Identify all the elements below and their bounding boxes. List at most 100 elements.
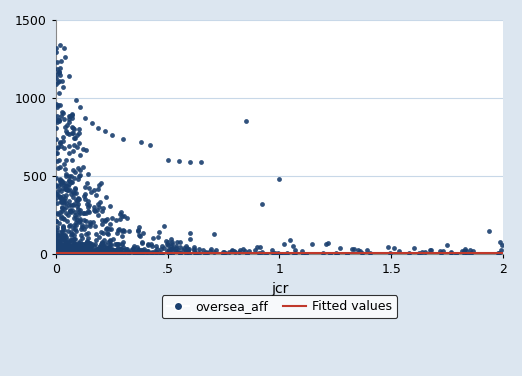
Point <box>75 245 83 251</box>
Point <box>182 250 190 256</box>
Point <box>56 72 65 78</box>
Point <box>271 250 279 256</box>
Point <box>460 250 468 256</box>
Point <box>66 221 74 227</box>
Point <box>57 112 65 118</box>
Point <box>74 251 82 257</box>
Point <box>75 249 83 255</box>
Point <box>120 250 128 256</box>
Point <box>332 250 340 256</box>
Point <box>56 250 65 256</box>
Point <box>291 247 299 253</box>
Point <box>66 250 74 256</box>
Point <box>96 247 104 253</box>
Point <box>59 111 67 117</box>
Point <box>104 244 112 250</box>
Point <box>78 248 87 254</box>
Point <box>85 244 93 250</box>
Point <box>176 239 185 245</box>
Point <box>60 227 68 233</box>
Point <box>75 209 84 215</box>
Point <box>80 249 88 255</box>
Point <box>99 242 107 248</box>
Point <box>356 248 364 254</box>
Point <box>105 226 113 232</box>
Point <box>85 204 93 210</box>
Point <box>56 58 65 64</box>
Point <box>56 249 65 255</box>
Point <box>54 251 62 257</box>
Point <box>55 209 64 215</box>
Point <box>73 250 81 256</box>
Point <box>77 249 85 255</box>
Point <box>93 250 101 256</box>
Point <box>439 248 447 254</box>
Point <box>172 248 180 254</box>
Point <box>55 247 63 253</box>
Point <box>138 230 147 236</box>
Point <box>136 247 145 253</box>
Point <box>343 251 352 257</box>
Point <box>62 237 70 243</box>
Point <box>114 248 122 254</box>
Point <box>72 247 80 253</box>
Point <box>64 247 72 253</box>
Point <box>163 158 172 164</box>
Point <box>81 251 90 257</box>
Point <box>63 251 72 257</box>
Point <box>64 251 72 257</box>
Point <box>67 202 76 208</box>
Point <box>61 166 69 172</box>
Point <box>203 250 211 256</box>
Point <box>118 228 126 234</box>
Point <box>135 247 143 253</box>
Point <box>57 244 65 250</box>
Point <box>148 250 156 256</box>
Point <box>68 194 77 200</box>
Point <box>103 245 112 251</box>
Point <box>63 246 72 252</box>
Point <box>56 250 65 256</box>
Point <box>117 250 125 256</box>
Point <box>98 246 106 252</box>
Point <box>80 249 89 255</box>
Point <box>74 246 82 252</box>
Point <box>53 248 62 254</box>
Point <box>60 200 68 206</box>
Point <box>54 246 62 252</box>
Point <box>60 248 68 254</box>
Point <box>64 250 73 256</box>
Point <box>66 250 74 256</box>
Point <box>80 183 89 190</box>
Point <box>60 145 68 151</box>
Point <box>133 250 141 256</box>
Point <box>52 244 61 250</box>
Point <box>96 199 104 205</box>
Point <box>133 249 141 255</box>
Point <box>68 246 76 252</box>
Point <box>52 191 61 197</box>
Point <box>228 247 236 253</box>
Point <box>113 241 121 247</box>
Point <box>53 71 61 77</box>
Point <box>69 249 78 255</box>
Point <box>138 240 147 246</box>
Point <box>494 250 502 256</box>
Point <box>53 244 61 250</box>
Point <box>85 240 93 246</box>
Point <box>69 247 77 253</box>
Point <box>52 195 61 201</box>
Point <box>65 250 73 256</box>
Point <box>78 249 87 255</box>
Point <box>164 242 172 248</box>
Point <box>106 203 114 209</box>
Point <box>69 250 78 256</box>
Point <box>91 248 100 254</box>
Point <box>82 201 91 207</box>
Point <box>63 122 71 128</box>
Point <box>62 128 70 134</box>
Point <box>279 251 288 257</box>
Point <box>92 246 101 252</box>
Point <box>70 249 79 255</box>
Point <box>66 237 75 243</box>
